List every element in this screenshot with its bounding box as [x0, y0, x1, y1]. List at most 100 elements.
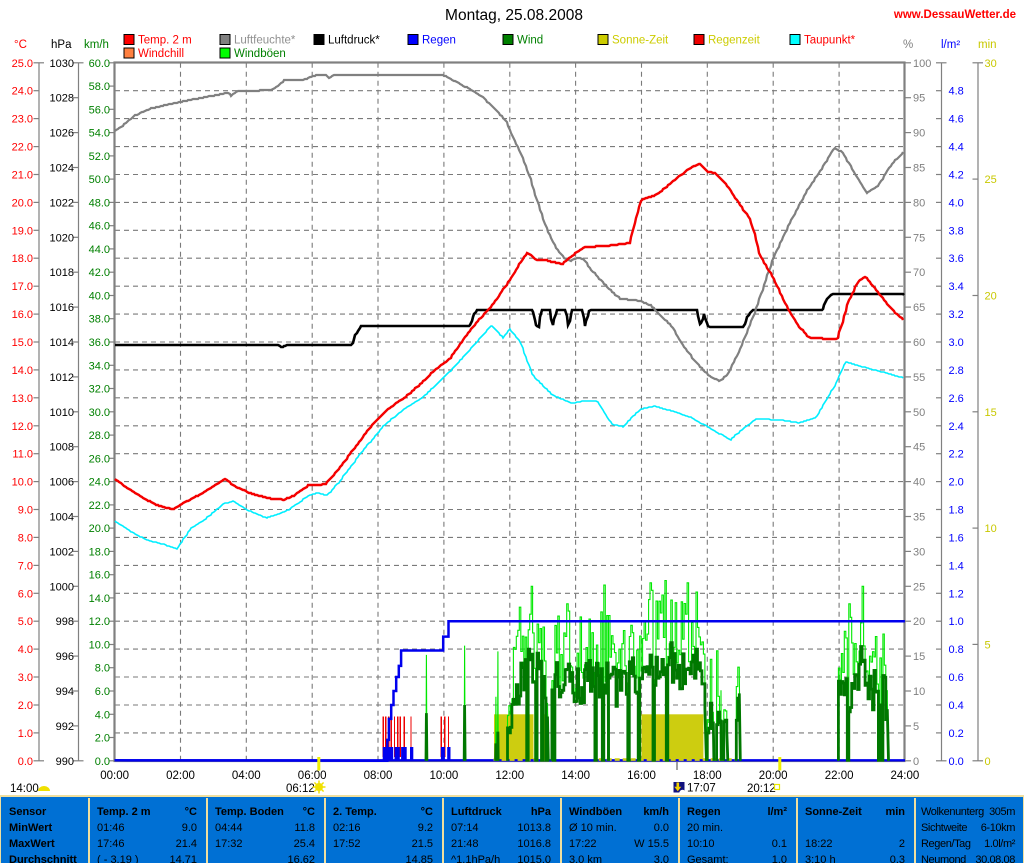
svg-text:Regen: Regen [422, 35, 456, 47]
svg-text:1014: 1014 [50, 337, 74, 349]
svg-text:25: 25 [913, 581, 925, 593]
svg-text:50.0: 50.0 [89, 174, 110, 186]
svg-text:4.0: 4.0 [95, 709, 110, 721]
svg-text:90: 90 [913, 128, 925, 140]
svg-text:08:00: 08:00 [364, 770, 393, 782]
svg-text:18.0: 18.0 [12, 253, 33, 265]
svg-text:3.0: 3.0 [18, 672, 33, 684]
svg-text:3.4: 3.4 [949, 281, 964, 293]
svg-text:15: 15 [985, 407, 997, 419]
svg-text:km/h: km/h [84, 39, 109, 51]
svg-text:16:00: 16:00 [627, 770, 656, 782]
svg-text:48.0: 48.0 [89, 197, 110, 209]
svg-text:0.8: 0.8 [949, 644, 964, 656]
svg-text:8.0: 8.0 [95, 663, 110, 675]
svg-text:20: 20 [913, 616, 925, 628]
svg-text:50: 50 [913, 407, 925, 419]
svg-text:1016: 1016 [50, 302, 74, 314]
svg-text:44.0: 44.0 [89, 244, 110, 256]
svg-text:06:12: 06:12 [286, 783, 315, 795]
svg-text:35: 35 [913, 512, 925, 524]
svg-text:65: 65 [913, 302, 925, 314]
svg-text:14:00: 14:00 [10, 783, 39, 795]
svg-text:1012: 1012 [50, 372, 74, 384]
svg-text:13.0: 13.0 [12, 393, 33, 405]
svg-text:46.0: 46.0 [89, 221, 110, 233]
svg-text:12.0: 12.0 [89, 616, 110, 628]
svg-text:990: 990 [56, 756, 74, 768]
svg-text:02:00: 02:00 [166, 770, 195, 782]
svg-text:1006: 1006 [50, 477, 74, 489]
svg-text:3.8: 3.8 [949, 225, 964, 237]
svg-text:15: 15 [913, 651, 925, 663]
svg-text:www.DessauWetter.de: www.DessauWetter.de [893, 9, 1016, 21]
svg-text:Taupunkt*: Taupunkt* [804, 35, 856, 47]
svg-text:0.4: 0.4 [949, 700, 964, 712]
svg-text:16.0: 16.0 [89, 570, 110, 582]
svg-text:45: 45 [913, 442, 925, 454]
svg-text:1002: 1002 [50, 546, 74, 558]
svg-text:1.8: 1.8 [949, 505, 964, 517]
svg-text:10:00: 10:00 [430, 770, 459, 782]
svg-text:55: 55 [913, 372, 925, 384]
svg-text:30: 30 [985, 58, 997, 70]
svg-text:°C: °C [14, 39, 27, 51]
svg-text:75: 75 [913, 232, 925, 244]
svg-text:1008: 1008 [50, 442, 74, 454]
svg-text:4.8: 4.8 [949, 86, 964, 98]
svg-text:996: 996 [56, 651, 74, 663]
svg-text:7.0: 7.0 [18, 560, 33, 572]
svg-text:0.6: 0.6 [949, 672, 964, 684]
svg-text:0.0: 0.0 [95, 756, 110, 768]
svg-text:0: 0 [985, 756, 991, 768]
svg-text:1024: 1024 [50, 163, 74, 175]
svg-text:12:00: 12:00 [495, 770, 524, 782]
svg-text:Montag, 25.08.2008: Montag, 25.08.2008 [445, 7, 583, 24]
svg-text:4.0: 4.0 [949, 197, 964, 209]
svg-text:Luftdruck*: Luftdruck* [328, 35, 380, 47]
svg-text:1026: 1026 [50, 128, 74, 140]
svg-text:52.0: 52.0 [89, 151, 110, 163]
svg-text:17:07: 17:07 [687, 783, 716, 795]
svg-text:1020: 1020 [50, 232, 74, 244]
svg-text:56.0: 56.0 [89, 104, 110, 116]
svg-text:28.0: 28.0 [89, 430, 110, 442]
svg-text:2.0: 2.0 [18, 700, 33, 712]
svg-text:4.2: 4.2 [949, 170, 964, 182]
svg-text:20:12: 20:12 [747, 783, 776, 795]
svg-text:70: 70 [913, 267, 925, 279]
svg-text:994: 994 [56, 686, 74, 698]
svg-text:80: 80 [913, 197, 925, 209]
svg-text:2.0: 2.0 [95, 733, 110, 745]
svg-text:0.2: 0.2 [949, 728, 964, 740]
svg-text:00:00: 00:00 [100, 770, 129, 782]
svg-text:19.0: 19.0 [12, 225, 33, 237]
svg-text:20.0: 20.0 [89, 523, 110, 535]
svg-text:14.0: 14.0 [89, 593, 110, 605]
svg-text:16.0: 16.0 [12, 309, 33, 321]
svg-text:4.4: 4.4 [949, 142, 964, 154]
svg-text:24:00: 24:00 [891, 770, 920, 782]
svg-text:06:00: 06:00 [298, 770, 327, 782]
svg-text:95: 95 [913, 93, 925, 105]
svg-text:0.0: 0.0 [18, 756, 33, 768]
svg-text:23.0: 23.0 [12, 114, 33, 126]
svg-text:30.0: 30.0 [89, 407, 110, 419]
svg-text:3.0: 3.0 [949, 337, 964, 349]
svg-text:1010: 1010 [50, 407, 74, 419]
svg-text:85: 85 [913, 163, 925, 175]
svg-text:1.0: 1.0 [18, 728, 33, 740]
svg-text:24.0: 24.0 [12, 86, 33, 98]
svg-text:1028: 1028 [50, 93, 74, 105]
svg-text:1.0: 1.0 [949, 616, 964, 628]
svg-text:1030: 1030 [50, 58, 74, 70]
svg-text:54.0: 54.0 [89, 128, 110, 140]
svg-text:30: 30 [913, 546, 925, 558]
svg-text:6.0: 6.0 [95, 686, 110, 698]
svg-text:58.0: 58.0 [89, 81, 110, 93]
svg-text:hPa: hPa [51, 39, 72, 51]
svg-text:32.0: 32.0 [89, 384, 110, 396]
svg-text:l/m²: l/m² [941, 39, 960, 51]
svg-text:Windböen: Windböen [234, 48, 286, 60]
svg-text:%: % [903, 39, 913, 51]
